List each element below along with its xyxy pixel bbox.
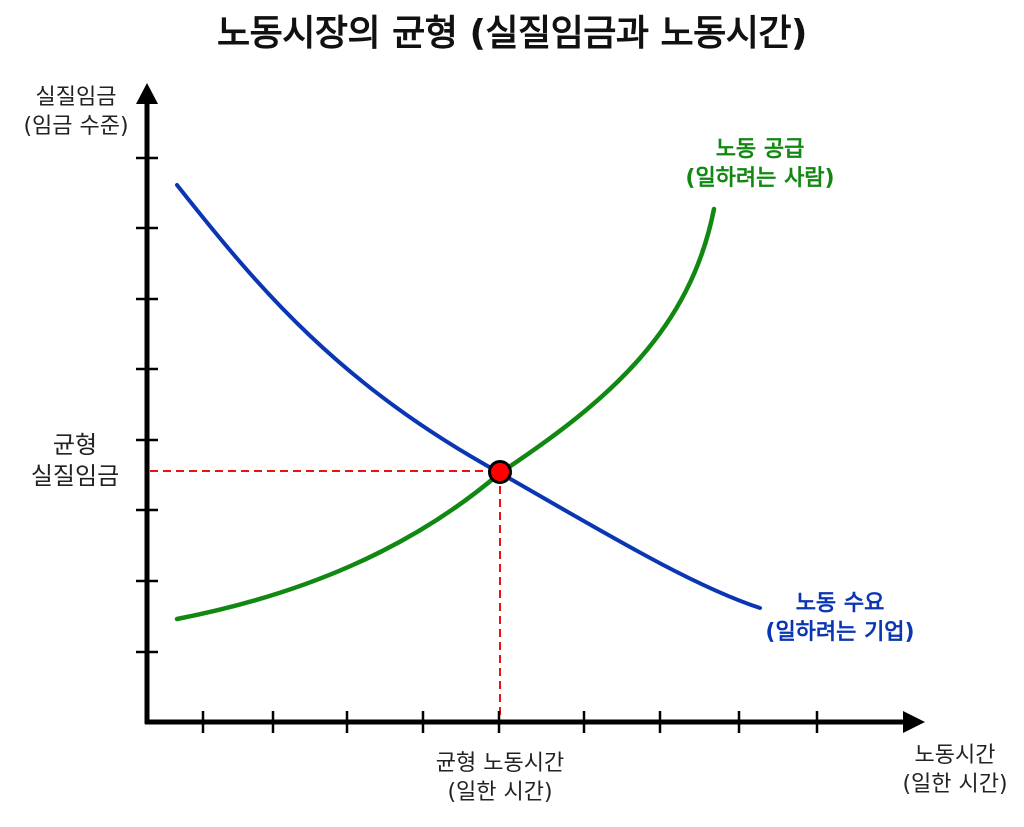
- demand-label-line1: 노동 수요: [795, 591, 885, 616]
- supply-curve: [174, 206, 717, 622]
- equilibrium-hours-label-line2: (일한 시간): [447, 779, 553, 805]
- equilibrium-wage-label-line2: 실질임금: [30, 462, 120, 491]
- x-axis-label: 노동시간 (일한 시간): [885, 742, 1024, 799]
- y-axis-label: 실질임금 (임금 수준): [6, 84, 146, 141]
- y-axis-label-line2: (임금 수준): [23, 113, 129, 139]
- x-axis-arrow-icon: [903, 711, 925, 733]
- x-axis: [145, 711, 925, 733]
- supply-label-line2: (일하려는 사람): [685, 165, 835, 191]
- y-axis-ticks: [136, 156, 158, 654]
- equilibrium-wage-label-line1: 균형: [52, 431, 98, 459]
- demand-label: 노동 수요 (일하려는 기업): [740, 590, 940, 647]
- x-axis-ticks: [201, 711, 819, 733]
- y-axis-arrow-icon: [136, 83, 158, 104]
- demand-label-line2: (일하려는 기업): [765, 619, 915, 645]
- supply-label: 노동 공급 (일하려는 사람): [660, 136, 860, 193]
- y-axis-label-line1: 실질임금: [35, 85, 117, 110]
- supply-label-line1: 노동 공급: [715, 137, 805, 162]
- equilibrium-point: [488, 460, 512, 484]
- equilibrium-hours-label: 균형 노동시간 (일한 시간): [400, 750, 600, 807]
- x-axis-label-line1: 노동시간: [914, 743, 996, 768]
- y-axis: [136, 83, 158, 724]
- chart-title: 노동시장의 균형 (실질임금과 노동시간): [217, 13, 807, 54]
- equilibrium-wage-label: 균형 실질임금: [10, 430, 140, 492]
- equilibrium-hours-label-line1: 균형 노동시간: [435, 751, 565, 776]
- demand-curve: [175, 183, 762, 610]
- x-axis-label-line2: (일한 시간): [902, 771, 1008, 797]
